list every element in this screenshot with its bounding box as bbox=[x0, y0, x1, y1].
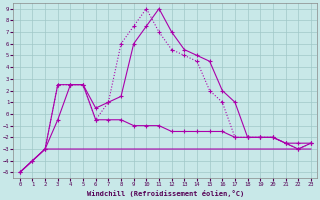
X-axis label: Windchill (Refroidissement éolien,°C): Windchill (Refroidissement éolien,°C) bbox=[87, 190, 244, 197]
